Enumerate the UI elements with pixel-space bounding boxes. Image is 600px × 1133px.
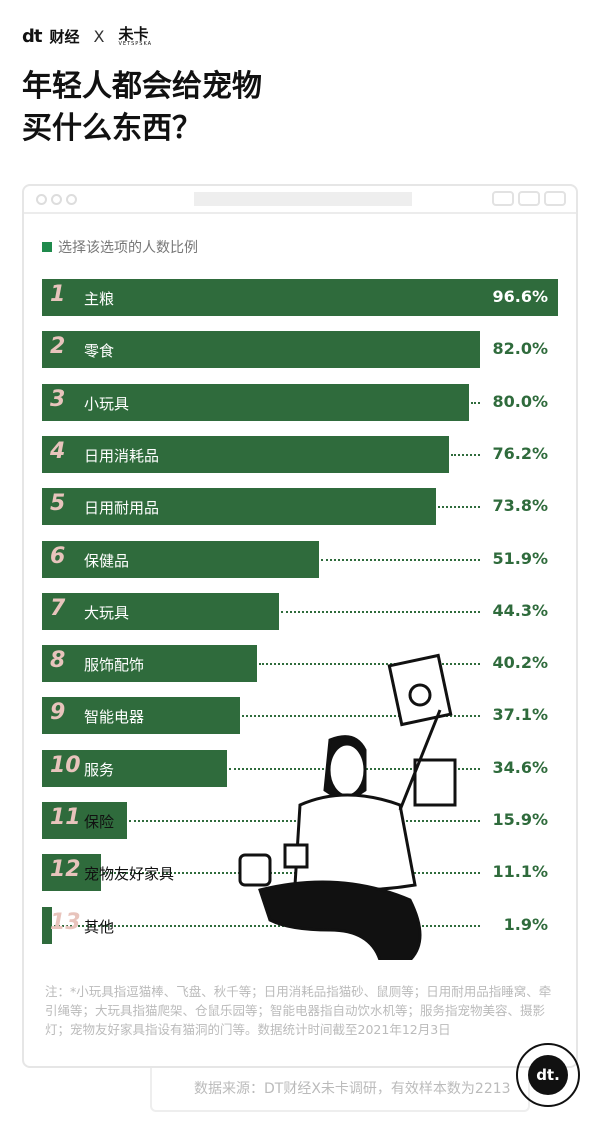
value-label: 40.2% [488,653,548,673]
bar-row: 7 大玩具 44.3% [42,592,558,630]
maximize-icon [66,193,77,205]
data-source: 数据来源：DT财经X未卡调研，有效样本数为2213 [150,1068,530,1112]
category-label: 服务 [84,760,115,779]
brand-header: dt 财经 X 未卡 VETSPSKA [22,26,152,47]
value-label: 1.9% [488,914,548,934]
category-label: 日用耐用品 [84,499,160,518]
bar [42,383,470,421]
bar-row: 10 服务 34.6% [42,749,558,787]
bar [42,279,558,316]
leader-line [438,506,480,509]
category-label: 日用消耗品 [84,446,160,465]
category-label: 智能电器 [84,708,145,727]
bar-row: 13 其他 1.9% [42,906,558,944]
rank-number: 1 [50,282,66,307]
bar-row: 2 零食 82.0% [42,331,558,369]
bar-row: 9 智能电器 37.1% [42,697,558,735]
value-label: 11.1% [488,862,548,882]
bar [42,906,53,944]
rank-number: 7 [50,595,66,621]
value-label: 76.2% [488,443,548,463]
rank-number: 11 [50,805,81,830]
bar-row: 4 日用消耗品 76.2% [42,435,558,473]
rank-number: 8 [50,648,66,674]
rank-number: 2 [50,334,66,360]
rank-number: 9 [50,700,66,726]
bar [42,802,127,839]
category-label: 大玩具 [84,603,130,622]
category-label: 主粮 [84,290,115,308]
minimize-icon [51,193,62,205]
category-label: 保险 [84,813,115,831]
bar [42,645,257,683]
rank-number: 13 [50,909,81,935]
bar [42,749,227,787]
chart-legend: 选择该选项的人数比例 [42,237,198,257]
close-icon [36,193,47,205]
category-label: 宠物友好家具 [84,865,175,884]
window-button-icon [492,191,514,206]
category-label: 小玩具 [84,394,130,413]
category-label: 保健品 [84,551,130,570]
bar-row: 6 保健品 51.9% [42,540,558,578]
bar-row: 3 小玩具 80.0% [42,383,558,421]
bar [42,854,102,892]
value-label: 96.6% [492,287,548,306]
leader-line [258,663,480,666]
bar [42,592,279,630]
bar-row: 1 主粮 96.6% [42,279,558,316]
page-title: 年轻人都会给宠物 买什么东西？ [22,69,262,146]
person-illustration [238,653,457,960]
value-label: 82.0% [488,339,548,359]
category-label: 其他 [84,917,115,936]
rank-number: 12 [50,857,81,883]
value-label: 73.8% [488,496,548,516]
category-label: 服饰配饰 [84,656,145,675]
leader-line [54,924,480,927]
value-label: 15.9% [488,810,548,829]
dt-round-logo: dt. [516,1043,580,1107]
leader-line [280,610,480,613]
value-label: 51.9% [488,548,548,568]
partner-logo: 未卡 VETSPSKA [118,24,153,47]
leader-line [242,715,480,718]
bar [42,488,437,526]
leader-line [103,872,480,875]
bar [42,697,241,735]
window-button-icon [518,191,540,206]
browser-card [22,184,578,1068]
leader-line [321,558,480,561]
bar [42,540,320,578]
bar-row: 5 日用耐用品 73.8% [42,488,558,526]
bar [42,331,480,369]
bar [42,435,450,473]
collab-x: X [93,27,105,46]
dt-logo: dt [22,26,42,47]
brand-name: 财经 [49,28,80,46]
value-label: 44.3% [488,600,548,620]
footnote: 注：*小玩具指逗猫棒、飞盘、秋千等；日用消耗品指猫砂、鼠厕等；日用耐用品指睡窝、… [45,984,552,1037]
value-label: 80.0% [488,391,548,411]
leader-line [471,401,480,404]
bar-row: 8 服饰配饰 40.2% [42,645,558,683]
rank-number: 5 [50,491,66,517]
address-bar [194,192,412,206]
legend-swatch [42,242,52,252]
rank-number: 10 [50,752,81,778]
value-label: 37.1% [488,705,548,725]
value-label: 34.6% [488,757,548,777]
rank-number: 4 [50,438,66,464]
rank-number: 3 [50,386,66,412]
category-label: 零食 [84,342,115,361]
leader-line [451,453,480,456]
bar-row: 12 宠物友好家具 11.1% [42,854,558,892]
rank-number: 6 [50,543,66,569]
window-button-icon [544,191,566,206]
